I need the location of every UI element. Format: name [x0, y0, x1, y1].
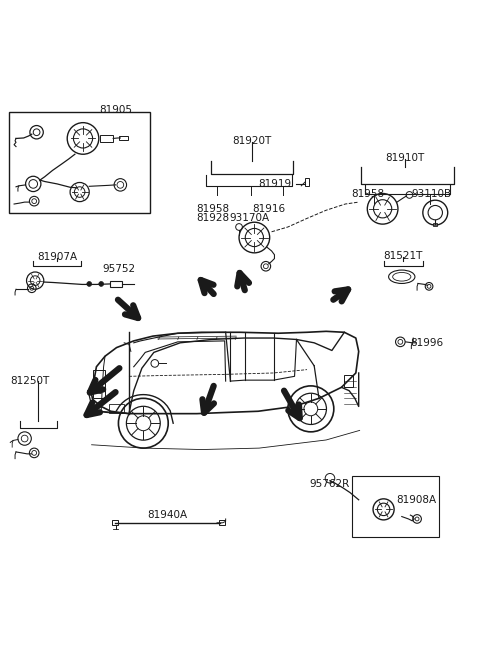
Bar: [9, 112, 151, 213]
Bar: [352, 476, 439, 537]
Text: 81958: 81958: [197, 204, 230, 214]
Bar: [344, 375, 353, 387]
Bar: [100, 135, 113, 141]
Text: 81996: 81996: [410, 338, 443, 348]
Text: 95752: 95752: [103, 264, 136, 274]
Bar: [433, 223, 437, 225]
Text: 81521T: 81521T: [383, 251, 422, 261]
Bar: [112, 520, 119, 525]
Circle shape: [99, 282, 104, 286]
Text: 81905: 81905: [99, 105, 132, 115]
Text: 81928: 81928: [197, 214, 230, 223]
Text: 93170A: 93170A: [229, 214, 270, 223]
Text: 81919: 81919: [259, 179, 292, 189]
Text: 81916: 81916: [252, 204, 285, 214]
Text: 81910T: 81910T: [385, 153, 425, 162]
Bar: [305, 178, 309, 186]
Text: 81907A: 81907A: [37, 252, 77, 261]
Bar: [93, 369, 105, 398]
Text: 81920T: 81920T: [232, 136, 272, 146]
Text: 93110B: 93110B: [411, 189, 452, 199]
Text: 81250T: 81250T: [10, 376, 49, 386]
Text: 81908A: 81908A: [396, 495, 436, 505]
Circle shape: [87, 282, 92, 286]
Bar: [110, 281, 122, 287]
Bar: [219, 520, 225, 525]
Bar: [120, 136, 128, 140]
Text: 95762R: 95762R: [310, 479, 350, 489]
Text: 81940A: 81940A: [147, 510, 187, 520]
Text: 81958: 81958: [352, 189, 385, 199]
Bar: [109, 404, 124, 413]
